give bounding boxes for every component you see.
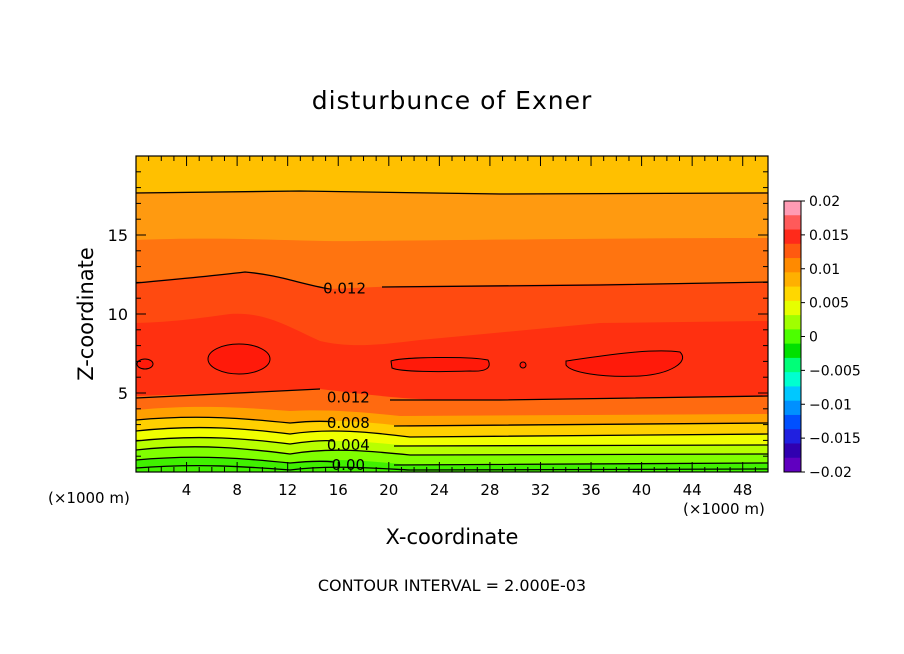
x-tick-label: 16	[329, 481, 348, 499]
x-tick-label: 12	[278, 481, 297, 499]
colorbar-swatch	[784, 357, 801, 373]
contour-lines	[136, 190, 768, 471]
colorbar-swatch	[784, 300, 801, 316]
contour-line	[136, 446, 768, 456]
x-tick-label: 24	[430, 481, 449, 499]
y-tick-label: 5	[118, 384, 128, 403]
x-axis-title: X-coordinate	[385, 525, 519, 549]
x-unit-label: (×1000 m)	[48, 489, 130, 507]
y-axis-title: Z-coordinate	[74, 247, 98, 381]
colorbar-swatch	[784, 329, 801, 345]
x-tick-label: 32	[531, 481, 550, 499]
x-tick-label: 36	[581, 481, 600, 499]
x-tick-label: 40	[632, 481, 651, 499]
colorbar-swatch	[784, 286, 801, 302]
contour-label: 0.012	[327, 389, 370, 407]
colorbar-swatch	[784, 272, 801, 288]
contour-line	[136, 426, 768, 438]
colorbar-tick-label: −0.005	[809, 363, 861, 379]
colorbar-tick-label: 0.02	[809, 194, 840, 210]
contour-line	[136, 456, 768, 466]
colorbar-swatch	[784, 457, 801, 473]
colorbar-tick-label: 0	[809, 330, 818, 346]
colorbar-swatch	[784, 258, 801, 273]
contour-label: 0.00	[332, 456, 365, 474]
x-tick-label: 4	[182, 481, 192, 499]
plot-area	[136, 156, 768, 472]
max-region-5	[519, 361, 527, 369]
x-tick-label: 48	[733, 481, 752, 499]
colorbar-swatch	[784, 243, 801, 259]
colorbar-swatch	[784, 414, 801, 430]
contour-label: 0.008	[327, 414, 370, 432]
colorbar-tick-label: 0.005	[809, 296, 849, 312]
contour-line	[136, 436, 768, 447]
colorbar-swatch	[784, 372, 801, 387]
x-tick-label: 20	[379, 481, 398, 499]
max-region-1	[207, 343, 271, 375]
max-region-4	[136, 358, 154, 370]
max-region-2	[390, 356, 490, 373]
band-green	[136, 457, 768, 472]
contour-label: 0.012	[323, 280, 366, 298]
colorbar: 0.02 0.015 0.01 0.005 0 −0.005 −0.01 −0.015 −0.0…	[783, 194, 861, 481]
max-region-3	[565, 350, 683, 377]
colorbar-swatch	[784, 215, 801, 231]
contour-line	[136, 388, 768, 401]
x-unit-label-right: (×1000 m)	[683, 500, 765, 518]
colorbar-swatch	[784, 400, 801, 416]
contour-line	[136, 416, 768, 427]
y-tick-label: 15	[108, 226, 128, 245]
colorbar-swatch	[784, 229, 801, 245]
colorbar-swatch	[784, 315, 801, 330]
y-tick-label: 10	[108, 305, 128, 324]
x-tick-label: 44	[683, 481, 702, 499]
colorbar-tick-label: 0.01	[809, 262, 840, 278]
chart-title: disturbunce of Exner	[311, 86, 593, 115]
colorbar-swatch	[784, 429, 801, 444]
x-tick-label: 8	[232, 481, 242, 499]
colorbar-tick-label: −0.015	[809, 431, 861, 447]
contour-interval-note: CONTOUR INTERVAL = 2.000E-03	[317, 576, 587, 595]
colorbar-swatch	[784, 443, 801, 459]
contour-label: 0.004	[327, 436, 370, 454]
colorbar-tick-label: 0.015	[809, 228, 849, 244]
colorbar-swatch	[784, 343, 801, 359]
colorbar-swatch	[784, 201, 801, 216]
x-tick-label: 28	[480, 481, 499, 499]
colorbar-tick-label: −0.01	[809, 397, 852, 413]
colorbar-tick-label: −0.02	[809, 465, 852, 481]
colorbar-swatch	[784, 386, 801, 402]
contour-line	[136, 464, 768, 471]
contour-line	[136, 190, 768, 195]
contour-line	[136, 271, 768, 290]
